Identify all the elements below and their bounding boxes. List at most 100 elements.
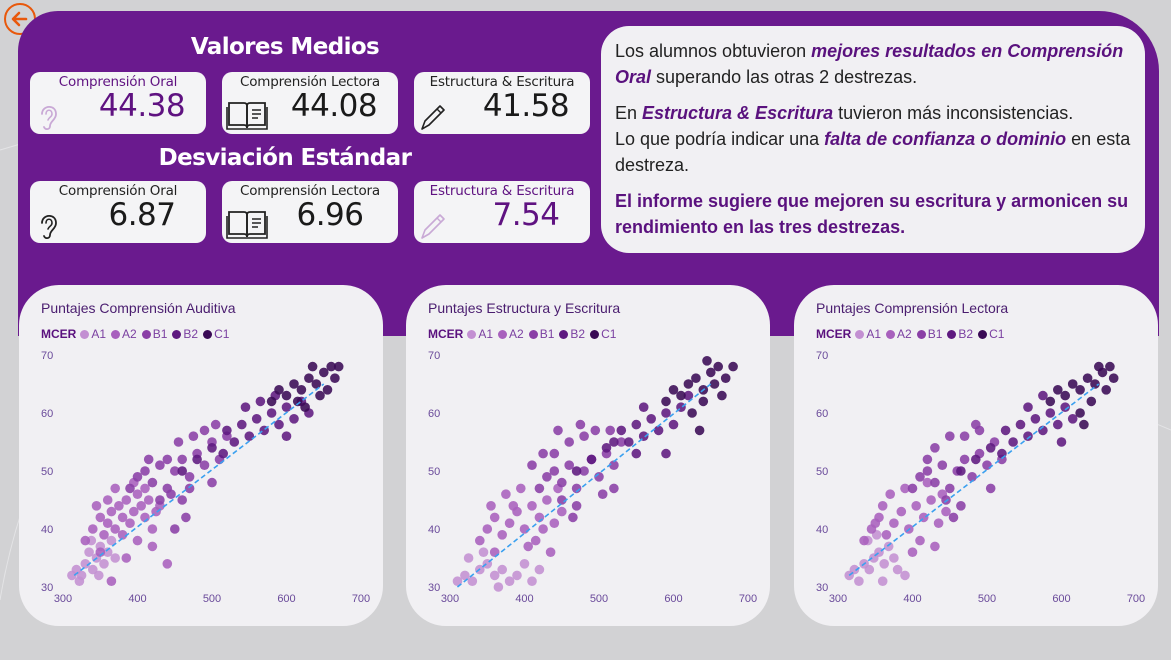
data-point-b2[interactable] xyxy=(218,448,228,459)
legend-item-a2[interactable]: A2 xyxy=(886,327,912,341)
data-point-c1[interactable] xyxy=(687,408,697,418)
data-point-b2[interactable] xyxy=(229,437,240,447)
data-point-a2[interactable] xyxy=(114,501,124,511)
data-point-a2[interactable] xyxy=(136,501,146,511)
data-point-b1[interactable] xyxy=(915,472,925,482)
data-point-b1[interactable] xyxy=(922,466,933,476)
data-point-c1[interactable] xyxy=(319,367,329,378)
data-point-b1[interactable] xyxy=(579,431,589,441)
data-point-a2[interactable] xyxy=(106,506,117,517)
data-point-c1[interactable] xyxy=(1094,361,1104,372)
legend-item-a1[interactable]: A1 xyxy=(80,327,106,341)
data-point-b1[interactable] xyxy=(956,501,966,511)
legend-item-b2[interactable]: B2 xyxy=(559,327,585,341)
data-point-b2[interactable] xyxy=(971,454,981,465)
data-point-a2[interactable] xyxy=(88,524,98,534)
data-point-c1[interactable] xyxy=(661,396,671,407)
data-point-b1[interactable] xyxy=(549,448,560,459)
data-point-a1[interactable] xyxy=(489,570,500,581)
data-point-b1[interactable] xyxy=(538,448,548,459)
data-point-b2[interactable] xyxy=(192,454,202,465)
data-point-a1[interactable] xyxy=(80,559,91,569)
data-point-a1[interactable] xyxy=(892,564,903,575)
data-point-a2[interactable] xyxy=(117,530,128,540)
data-point-b1[interactable] xyxy=(982,460,992,470)
data-point-b2[interactable] xyxy=(251,414,262,424)
data-point-c1[interactable] xyxy=(1090,379,1100,389)
data-point-a2[interactable] xyxy=(121,495,132,505)
data-point-b1[interactable] xyxy=(590,425,601,436)
data-point-a2[interactable] xyxy=(922,477,933,488)
data-point-c1[interactable] xyxy=(322,385,333,395)
data-point-b1[interactable] xyxy=(937,460,948,470)
data-point-b2[interactable] xyxy=(1023,402,1033,412)
data-point-c1[interactable] xyxy=(706,367,716,378)
data-point-a2[interactable] xyxy=(99,530,109,540)
data-point-c1[interactable] xyxy=(668,385,679,395)
data-point-c1[interactable] xyxy=(315,390,325,401)
data-point-b1[interactable] xyxy=(166,489,176,499)
data-point-a1[interactable] xyxy=(527,576,537,586)
data-point-a1[interactable] xyxy=(889,553,899,563)
data-point-b1[interactable] xyxy=(605,425,615,436)
data-point-b1[interactable] xyxy=(945,483,955,494)
data-point-a1[interactable] xyxy=(94,570,104,581)
data-point-b1[interactable] xyxy=(177,454,187,465)
data-point-b2[interactable] xyxy=(985,443,996,453)
data-point-b1[interactable] xyxy=(147,477,158,488)
data-point-b2[interactable] xyxy=(653,425,664,436)
data-point-b2[interactable] xyxy=(1060,402,1070,412)
data-point-b2[interactable] xyxy=(244,431,255,441)
data-point-c1[interactable] xyxy=(676,390,686,401)
data-point-c1[interactable] xyxy=(1082,373,1093,383)
data-point-a2[interactable] xyxy=(889,518,899,528)
data-point-a2[interactable] xyxy=(930,541,940,552)
data-point-b2[interactable] xyxy=(668,419,679,430)
data-point-c1[interactable] xyxy=(1053,385,1063,395)
data-point-a2[interactable] xyxy=(926,495,936,505)
data-point-c1[interactable] xyxy=(1086,396,1097,407)
data-point-a1[interactable] xyxy=(497,564,507,575)
data-point-a1[interactable] xyxy=(463,553,474,563)
data-point-b1[interactable] xyxy=(553,425,563,436)
data-point-c1[interactable] xyxy=(1108,373,1119,383)
data-point-b1[interactable] xyxy=(941,495,951,505)
data-point-b2[interactable] xyxy=(571,466,582,476)
data-point-c1[interactable] xyxy=(296,385,307,395)
data-point-a1[interactable] xyxy=(534,564,545,575)
legend-item-b2[interactable]: B2 xyxy=(172,327,198,341)
data-point-a2[interactable] xyxy=(516,483,526,494)
data-point-a2[interactable] xyxy=(110,524,120,534)
data-point-b2[interactable] xyxy=(631,448,642,459)
data-point-c1[interactable] xyxy=(713,361,723,372)
legend-item-c1[interactable]: C1 xyxy=(978,327,1004,341)
legend-item-a2[interactable]: A2 xyxy=(111,327,137,341)
data-point-a2[interactable] xyxy=(486,501,496,511)
data-point-a2[interactable] xyxy=(125,518,135,528)
data-point-b1[interactable] xyxy=(948,512,959,523)
data-point-a2[interactable] xyxy=(129,506,139,517)
data-point-c1[interactable] xyxy=(728,361,738,372)
data-point-b2[interactable] xyxy=(255,396,266,407)
data-point-c1[interactable] xyxy=(1045,396,1056,407)
data-point-b2[interactable] xyxy=(289,414,299,424)
data-point-b2[interactable] xyxy=(646,414,656,424)
data-point-b2[interactable] xyxy=(997,448,1007,459)
data-point-a1[interactable] xyxy=(877,576,888,586)
data-point-b1[interactable] xyxy=(184,472,195,482)
data-point-c1[interactable] xyxy=(1105,361,1115,372)
data-point-c1[interactable] xyxy=(311,379,322,389)
data-point-c1[interactable] xyxy=(683,379,694,389)
data-point-b1[interactable] xyxy=(132,472,143,482)
data-point-a1[interactable] xyxy=(512,570,522,581)
data-point-a2[interactable] xyxy=(501,489,511,499)
data-point-c1[interactable] xyxy=(274,385,284,395)
data-point-a1[interactable] xyxy=(883,541,894,552)
data-point-b1[interactable] xyxy=(922,454,933,465)
data-point-b2[interactable] xyxy=(240,402,251,412)
data-point-b2[interactable] xyxy=(281,402,292,412)
data-point-b2[interactable] xyxy=(1023,431,1033,441)
data-point-b1[interactable] xyxy=(959,431,970,441)
data-point-a2[interactable] xyxy=(91,501,102,511)
data-point-b1[interactable] xyxy=(210,419,221,430)
